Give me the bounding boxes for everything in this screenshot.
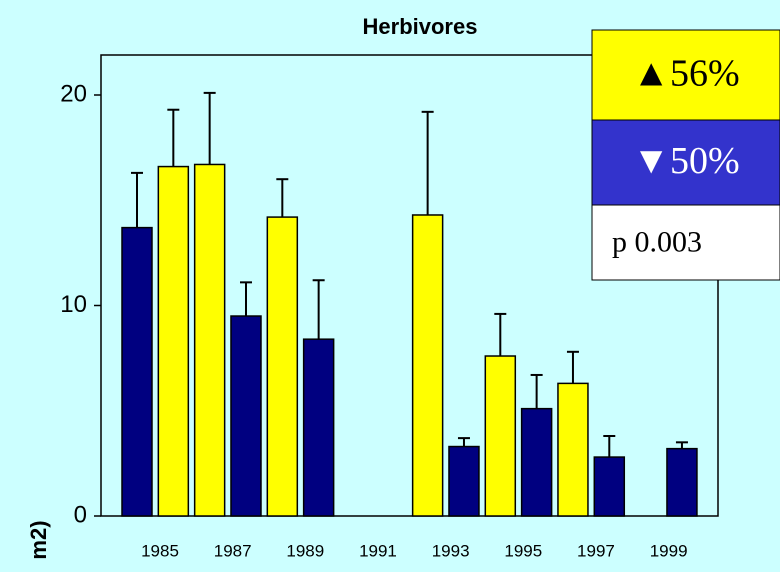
y-tick-label: 10 [60, 291, 87, 318]
bar [411, 214, 444, 517]
x-tick-label: 1991 [359, 541, 397, 560]
y-tick-label: 0 [74, 501, 87, 528]
bar [448, 445, 480, 517]
bar [121, 226, 153, 517]
chart-title: Herbivores [363, 14, 478, 39]
bar [520, 407, 553, 517]
y-axis-label: m2) [26, 520, 51, 559]
bar [230, 315, 262, 517]
bar [193, 163, 226, 517]
bar [593, 456, 626, 517]
bar [484, 355, 517, 517]
x-tick-label: 1999 [650, 541, 688, 560]
annotation: ▲56% [632, 53, 739, 95]
annotation-box [591, 119, 780, 206]
bar [266, 216, 299, 517]
x-tick-label: 1993 [432, 541, 470, 560]
bar [157, 165, 190, 517]
annotation-box [591, 29, 780, 121]
x-tick-label: 1987 [214, 541, 252, 560]
bar [666, 447, 698, 517]
annotation: ▼50% [632, 140, 739, 182]
y-tick-label: 20 [60, 80, 87, 107]
annotation: p 0.003 [612, 225, 702, 258]
bar [557, 382, 589, 517]
x-tick-label: 1997 [577, 541, 615, 560]
plot-frame [100, 54, 719, 517]
x-tick-label: 1995 [504, 541, 542, 560]
annotation-box [591, 204, 780, 281]
x-tick-label: 1989 [286, 541, 324, 560]
bar [302, 338, 335, 517]
x-tick-label: 1985 [141, 541, 179, 560]
